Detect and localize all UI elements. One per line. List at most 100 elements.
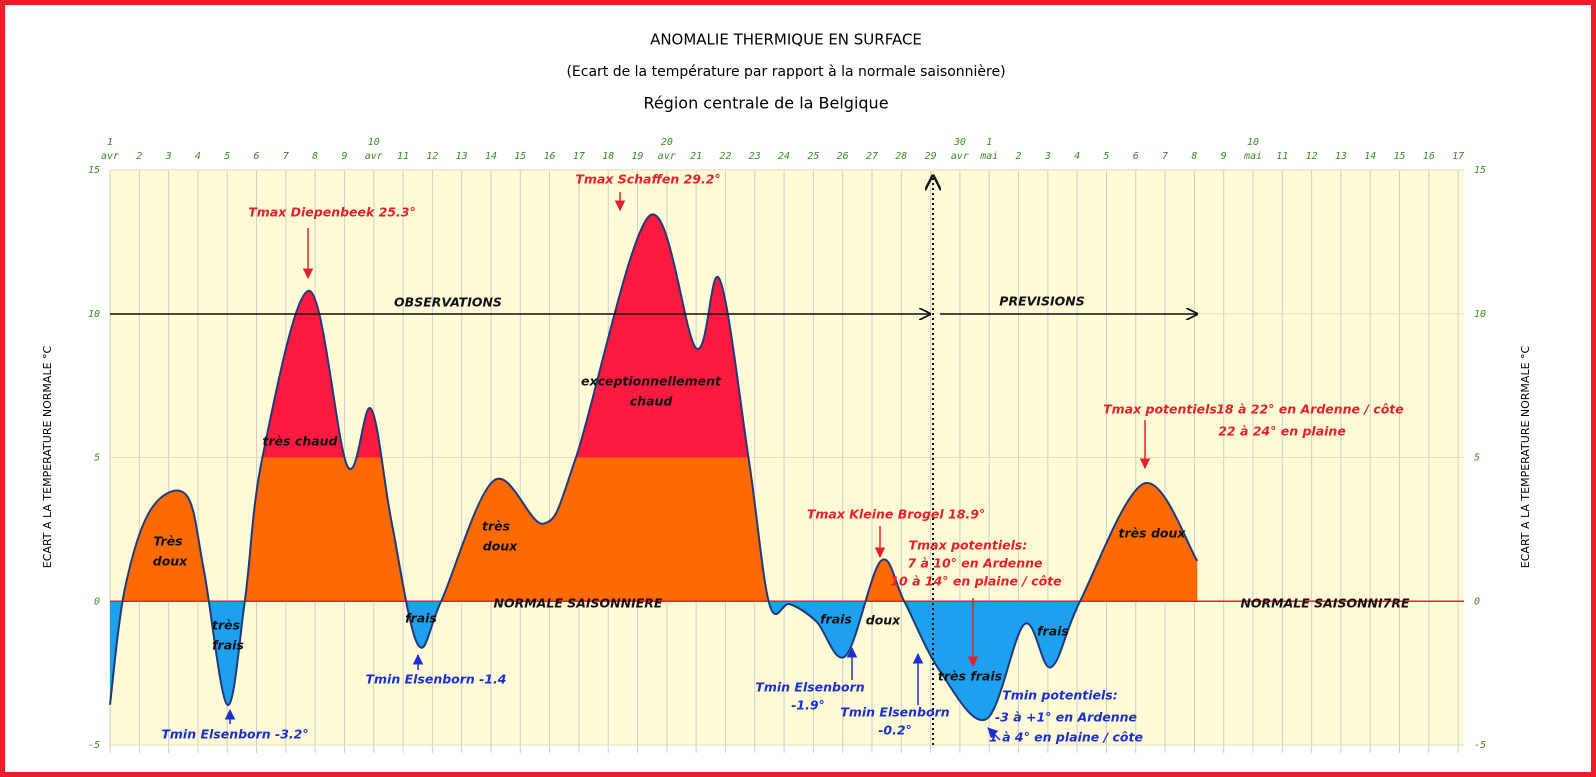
x-tick-label: 16 (1423, 151, 1435, 162)
annotation: frais (212, 638, 244, 653)
annotation: très doux (1119, 526, 1187, 541)
x-tick-label: 10 mai (1243, 137, 1262, 162)
x-tick-label: 24 (778, 151, 790, 162)
annotation: exceptionnellement (581, 374, 722, 389)
annotation: Tmin potentiels: (1002, 688, 1117, 703)
chart-title: ANOMALIE THERMIQUE EN SURFACE (650, 31, 922, 49)
annotation: Tmin Elsenborn (840, 705, 949, 720)
annotation: Très (153, 534, 182, 549)
x-tick-label: 9 (341, 151, 347, 162)
x-tick-label: 15 (514, 151, 526, 162)
x-tick-label: 13 (1335, 151, 1347, 162)
x-tick-label: 6 (1133, 151, 1139, 162)
annotation: Tmin Elsenborn (755, 680, 864, 695)
x-tick-label: 3 (1044, 151, 1051, 162)
chart-subtitle: (Ecart de la température par rapport à l… (566, 64, 1005, 80)
y-tick-label: 10 (88, 309, 100, 320)
annotation: -0.2° (878, 723, 912, 738)
anomaly-line (109, 213, 1199, 722)
x-tick-label: 2 (1016, 151, 1022, 162)
y-tick-label: 0 (1474, 596, 1480, 607)
x-tick-label: 15 (1394, 151, 1406, 162)
x-tick-label: 17 (573, 151, 585, 162)
x-tick-label: 4 (195, 151, 201, 162)
x-tick-label: 2 (136, 151, 142, 162)
x-tick-label: 5 (224, 151, 230, 162)
annotation: 7 à 10° en Ardenne (907, 556, 1042, 571)
x-tick-label: 29 (925, 151, 937, 162)
x-tick-label: 8 (1191, 151, 1197, 162)
x-tick-label: 25 (807, 151, 819, 162)
annotation: Tmin Elsenborn -1.4 (365, 672, 506, 687)
x-tick-label: 18 (602, 151, 614, 162)
annotation: PREVISIONS (999, 294, 1084, 309)
annotation: Tmax Diepenbeek 25.3° (248, 205, 416, 220)
annotation: frais (820, 612, 852, 627)
x-tick-label: 19 (632, 151, 644, 162)
annotation: NORMALE SAISONNIERE (494, 596, 663, 611)
annotation-arrow (987, 727, 1001, 741)
y-tick-label: 15 (1474, 165, 1486, 176)
x-tick-label: 23 (749, 151, 761, 162)
x-tick-label: 10 avr (365, 137, 383, 162)
x-tick-label: 11 (397, 151, 409, 162)
x-tick-label: 13 (456, 151, 468, 162)
annotation: très frais (938, 669, 1002, 684)
annotation: 1 à 4° en plaine / côte (989, 730, 1143, 745)
annotation: Tmax Kleine Brogel 18.9° (807, 507, 985, 522)
x-tick-label: 30 avr (951, 137, 969, 162)
x-tick-label: 14 (485, 151, 497, 162)
x-tick-label: 22 (719, 151, 731, 162)
annotation: chaud (630, 394, 674, 409)
annotation: Tmax potentiels (1103, 402, 1217, 417)
x-tick-label: 1 avr (101, 137, 119, 162)
annotation: -3 à +1° en Ardenne (995, 710, 1137, 725)
y-axis-label-right: ECART A LA TEMPERATURE NORMALE °C (1519, 345, 1532, 568)
x-tick-label: 27 (866, 151, 878, 162)
y-tick-label: -5 (1474, 740, 1486, 751)
area-fill (262, 214, 749, 458)
y-tick-label: 5 (1474, 453, 1480, 464)
annotation: 18 à 22° en Ardenne / côte (1216, 402, 1404, 417)
annotation: NORMALE SAISONNI7RE (1240, 596, 1410, 611)
x-tick-label: 1 mai (979, 137, 998, 162)
area-fill (110, 601, 1198, 721)
annotation: -1.9° (791, 698, 825, 713)
x-tick-label: 14 (1364, 151, 1376, 162)
x-tick-label: 6 (254, 151, 260, 162)
x-tick-label: 26 (837, 151, 849, 162)
y-tick-label: 10 (1474, 309, 1486, 320)
annotation: 22 à 24° en plaine (1218, 424, 1346, 439)
y-tick-label: 0 (94, 596, 100, 607)
x-tick-label: 16 (544, 151, 556, 162)
region: Région centrale de la Belgique (643, 94, 888, 113)
area-fill (110, 457, 1198, 602)
x-tick-label: 5 (1103, 151, 1109, 162)
annotation: Tmax Schaffen 29.2° (575, 172, 720, 187)
x-tick-label: 21 (690, 151, 702, 162)
x-tick-label: 17 (1452, 151, 1464, 162)
annotation: 10 à 14° en plaine / côte (890, 574, 1061, 589)
annotation: très (482, 519, 510, 534)
x-tick-label: 7 (283, 151, 289, 162)
annotation: frais (405, 611, 437, 626)
annotation: OBSERVATIONS (394, 295, 502, 310)
annotation: très (212, 618, 240, 633)
annotation: frais (1037, 624, 1069, 639)
x-tick-label: 4 (1074, 151, 1080, 162)
annotation: Tmin Elsenborn -3.2° (161, 727, 308, 742)
x-tick-label: 3 (165, 151, 172, 162)
x-tick-label: 20 avr (658, 137, 676, 162)
y-tick-label: -5 (88, 740, 100, 751)
x-tick-label: 8 (312, 151, 318, 162)
x-tick-label: 7 (1162, 151, 1168, 162)
x-tick-label: 12 (426, 151, 438, 162)
x-tick-label: 9 (1221, 151, 1227, 162)
x-tick-label: 28 (895, 151, 907, 162)
y-axis-label: ECART A LA TEMPERATURE NORMALE °C (41, 345, 54, 568)
x-tick-label: 12 (1306, 151, 1318, 162)
annotation: doux (153, 554, 188, 569)
y-tick-label: 5 (94, 453, 100, 464)
annotation: doux (483, 539, 518, 554)
